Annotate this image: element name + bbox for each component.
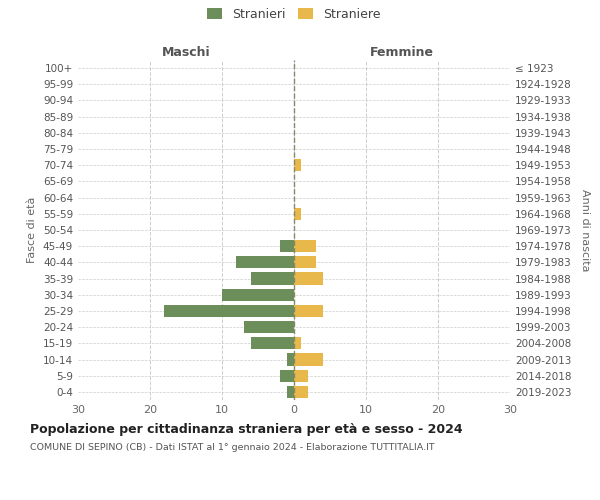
- Bar: [294, 370, 308, 382]
- Text: Femmine: Femmine: [370, 46, 434, 59]
- Bar: [287, 354, 294, 366]
- Bar: [236, 256, 294, 268]
- Bar: [294, 386, 308, 398]
- Bar: [251, 338, 294, 349]
- Bar: [222, 288, 294, 301]
- Y-axis label: Anni di nascita: Anni di nascita: [580, 188, 590, 271]
- Text: Maschi: Maschi: [161, 46, 211, 59]
- Y-axis label: Fasce di età: Fasce di età: [28, 197, 37, 263]
- Bar: [280, 370, 294, 382]
- Legend: Stranieri, Straniere: Stranieri, Straniere: [202, 2, 386, 26]
- Bar: [294, 256, 316, 268]
- Bar: [294, 305, 323, 317]
- Bar: [287, 386, 294, 398]
- Bar: [251, 272, 294, 284]
- Bar: [244, 321, 294, 333]
- Bar: [294, 272, 323, 284]
- Bar: [294, 208, 301, 220]
- Bar: [164, 305, 294, 317]
- Text: COMUNE DI SEPINO (CB) - Dati ISTAT al 1° gennaio 2024 - Elaborazione TUTTITALIA.: COMUNE DI SEPINO (CB) - Dati ISTAT al 1°…: [30, 442, 434, 452]
- Bar: [294, 159, 301, 172]
- Bar: [294, 354, 323, 366]
- Bar: [294, 338, 301, 349]
- Bar: [280, 240, 294, 252]
- Bar: [294, 240, 316, 252]
- Text: Popolazione per cittadinanza straniera per età e sesso - 2024: Popolazione per cittadinanza straniera p…: [30, 422, 463, 436]
